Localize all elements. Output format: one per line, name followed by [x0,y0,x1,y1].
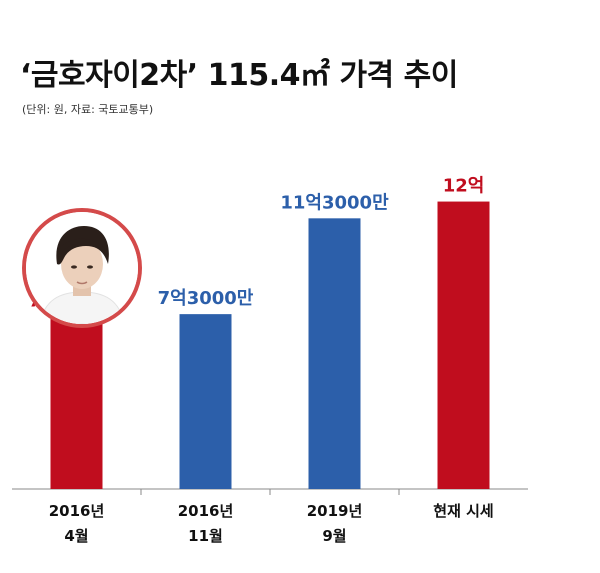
category-label-2-line-1: 2016년 [178,502,234,520]
category-label-3-line-1: 2019년 [307,502,363,520]
bar-3 [308,218,361,490]
category-label-2-line-2: 11월 [188,527,223,545]
category-label-1-line-2: 4월 [64,527,88,545]
value-label-3: 11억3000만 [280,192,389,213]
chart-subtitle: (단위: 원, 자료: 국토교통부) [22,103,154,116]
category-label-1-line-1: 2016년 [49,502,105,520]
bar-2 [179,314,232,489]
person-portrait-icon [26,212,138,324]
category-label-4-line-1: 현재 시세 [433,502,493,520]
page-title: ‘금호자이2차’ 115.4㎡ 가격 추이 [20,58,458,93]
person-photo-avatar [22,208,142,328]
value-label-4: 12억 [443,176,485,197]
category-label-3-line-2: 9월 [322,527,346,545]
value-label-2: 7억3000만 [158,288,254,309]
bar-4 [437,201,490,489]
bar-1 [50,316,103,489]
